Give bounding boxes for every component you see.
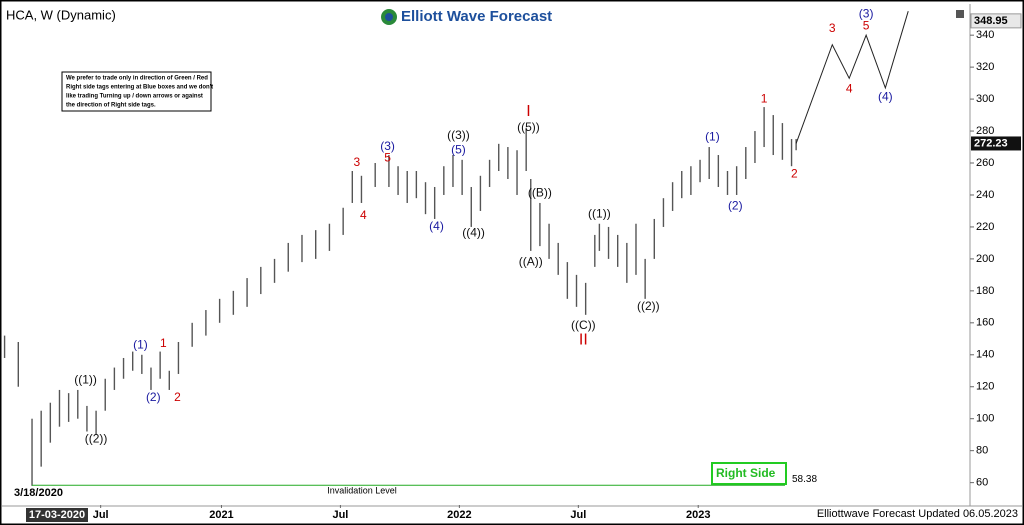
- wave-label: (2): [146, 390, 161, 404]
- date-box: [26, 508, 88, 522]
- right-side-box: [711, 462, 787, 485]
- x-tick-label: 2022: [447, 509, 471, 521]
- menu-icon[interactable]: [956, 10, 964, 18]
- note-box: [61, 71, 212, 112]
- y-tick-label: 160: [976, 317, 994, 329]
- invalidation-label: Invalidation Level: [327, 486, 397, 496]
- wave-label: ((2)): [637, 299, 660, 313]
- wave-label: ((3)): [447, 128, 470, 142]
- wave-label: 5: [384, 150, 391, 164]
- wave-label: (4): [429, 219, 444, 233]
- wave-label: ((C)): [571, 318, 596, 332]
- y-tick-label: 100: [976, 413, 994, 425]
- wave-label: ((2)): [85, 432, 108, 446]
- y-tick-label: 80: [976, 445, 988, 457]
- note-line: like trading Turning up / down arrows or…: [66, 94, 203, 100]
- y-tick-label: 220: [976, 221, 994, 233]
- wave-label: 2: [174, 390, 181, 404]
- wave-label: (2): [728, 198, 743, 212]
- projection-line: [795, 11, 909, 144]
- footer: Elliottwave Forecast Updated 06.05.2023: [817, 508, 1018, 520]
- logo-icon: [385, 13, 393, 21]
- wave-label: (4): [878, 90, 893, 104]
- scale-max: 348.95: [974, 15, 1008, 27]
- note-line: the direction of Right side tags.: [66, 103, 156, 109]
- wave-label: II: [579, 332, 588, 349]
- x-tick-label: Jul: [93, 509, 109, 521]
- y-tick-label: 340: [976, 29, 994, 41]
- last-price-box: [971, 136, 1021, 151]
- last-price: 272.23: [974, 137, 1008, 149]
- invalidation-value: 58.38: [792, 474, 817, 485]
- wave-label: 3: [354, 155, 361, 169]
- wave-label: (1): [133, 337, 148, 351]
- y-tick-label: 60: [976, 477, 988, 489]
- y-tick-label: 200: [976, 253, 994, 265]
- wave-label: 1: [160, 336, 167, 350]
- chart-title: HCA, W (Dynamic): [6, 7, 116, 22]
- wave-label: 2: [791, 166, 798, 180]
- right-side: Right Side: [716, 466, 776, 480]
- wave-label: ((5)): [517, 120, 540, 134]
- scale-max-box: [970, 13, 1022, 29]
- x-tick-label: 2023: [686, 509, 710, 521]
- wave-label: (3): [859, 7, 874, 21]
- wave-label: ((1)): [588, 206, 611, 220]
- wave-label: ((B)): [528, 186, 552, 200]
- y-tick-label: 180: [976, 285, 994, 297]
- x-tick-label: Jul: [332, 509, 348, 521]
- wave-label: I: [526, 103, 530, 120]
- y-tick-label: 300: [976, 93, 994, 105]
- wave-label: 4: [846, 82, 853, 96]
- y-tick-label: 140: [976, 349, 994, 361]
- x-tick-label: Jul: [570, 509, 586, 521]
- wave-label: 3: [829, 21, 836, 35]
- y-tick-label: 260: [976, 157, 994, 169]
- wave-label: 4: [360, 208, 367, 222]
- wave-label: (5): [451, 142, 466, 156]
- y-tick-label: 320: [976, 61, 994, 73]
- start-label: 3/18/2020: [14, 487, 63, 499]
- wave-label: (1): [705, 130, 720, 144]
- date-box-label: 17-03-2020: [29, 509, 85, 521]
- note-line: Right side tags entering at Blue boxes a…: [66, 85, 213, 91]
- brand: Elliott Wave Forecast: [401, 8, 552, 25]
- wave-label: 5: [863, 18, 870, 32]
- wave-label: ((A)): [519, 254, 543, 268]
- y-tick-label: 120: [976, 381, 994, 393]
- wave-label: ((4)): [462, 225, 485, 239]
- y-tick-label: 280: [976, 125, 994, 137]
- wave-label: ((1)): [74, 373, 97, 387]
- wave-label: (3): [380, 139, 395, 153]
- note-line: We prefer to trade only in direction of …: [66, 76, 208, 82]
- x-tick-label: 2021: [209, 509, 233, 521]
- wave-label: 1: [761, 91, 768, 105]
- y-tick-label: 240: [976, 189, 994, 201]
